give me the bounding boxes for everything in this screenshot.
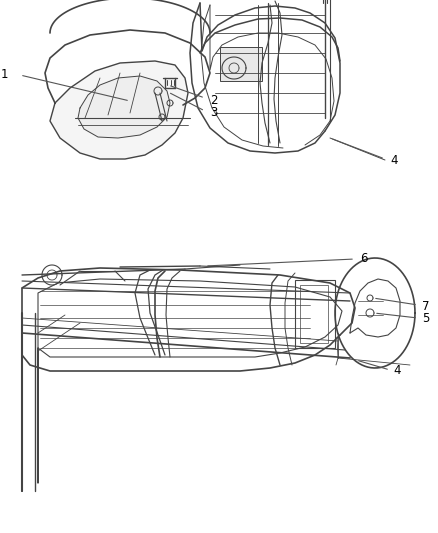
Text: 3: 3 <box>210 107 217 119</box>
Polygon shape <box>50 61 188 159</box>
Text: 5: 5 <box>422 312 429 326</box>
Text: 4: 4 <box>390 155 398 167</box>
Bar <box>295 280 335 348</box>
Text: 7: 7 <box>422 301 430 313</box>
Polygon shape <box>78 76 170 138</box>
Text: 6: 6 <box>360 253 367 265</box>
Bar <box>300 285 328 343</box>
Bar <box>220 47 262 81</box>
Text: 2: 2 <box>210 94 218 108</box>
Text: 4: 4 <box>393 365 400 377</box>
Text: 1: 1 <box>0 69 8 82</box>
